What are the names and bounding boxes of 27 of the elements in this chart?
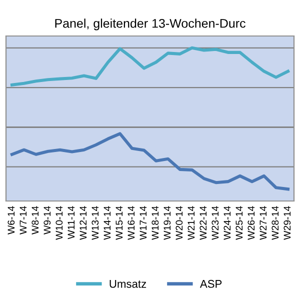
x-tick-label: W20-14 [176,206,183,240]
x-tick-label: W21-14 [188,206,195,240]
chart-title: Panel, gleitender 13-Wochen-Durc [55,18,246,30]
legend-label: ASP [200,280,222,288]
x-tick-label: W28-14 [272,206,279,240]
x-tick-label: W10-14 [56,206,63,240]
x-tick-label: W12-14 [80,206,87,240]
x-tick-label: W18-14 [152,206,159,240]
x-tick-label: W14-14 [104,206,111,240]
legend-label: Umsatz [110,280,146,288]
x-tick-label: W26-14 [248,206,255,240]
x-tick-label: W15-14 [116,206,123,240]
x-tick-label: W16-14 [128,206,135,240]
x-tick-label: W13-14 [92,206,99,240]
x-tick-label: W11-14 [68,206,75,240]
x-tick-label: W6-14 [8,206,15,234]
x-tick-label: W9-14 [44,206,51,234]
x-tick-label: W7-14 [20,206,27,234]
x-tick-label: W23-14 [212,206,219,240]
x-tick-label: W22-14 [200,206,207,240]
x-tick-label: W29-14 [284,206,291,240]
x-tick-label: W25-14 [236,206,243,240]
x-tick-label: W8-14 [32,206,39,234]
x-tick-label: W17-14 [140,206,147,240]
x-tick-label: W24-14 [224,206,231,240]
x-tick-label: W19-14 [164,206,171,240]
x-tick-label: W27-14 [260,206,267,240]
